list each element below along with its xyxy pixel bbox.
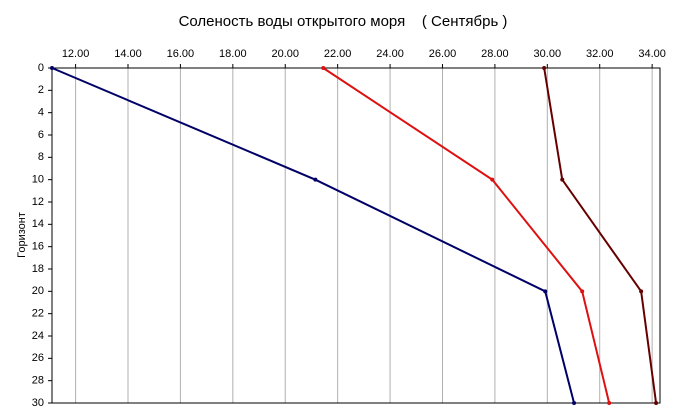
- data-point: [639, 289, 644, 294]
- y-tick-label: 0: [38, 62, 44, 74]
- y-tick-label: 22: [32, 308, 44, 320]
- data-point: [654, 401, 659, 405]
- y-tick-label: 4: [38, 107, 44, 119]
- y-tick-label: 8: [38, 151, 44, 163]
- data-point: [50, 66, 54, 70]
- x-tick-label: 20.00: [271, 48, 299, 60]
- y-tick-label: 24: [32, 330, 44, 342]
- y-tick-label: 26: [32, 352, 44, 364]
- data-point: [543, 289, 548, 294]
- x-tick-label: 24.00: [376, 48, 404, 60]
- x-tick-label: 28.00: [481, 48, 509, 60]
- chart-title: Соленость воды открытого моря ( Сентябрь…: [179, 13, 508, 30]
- y-tick-label: 20: [32, 285, 44, 297]
- data-point: [490, 177, 495, 182]
- x-tick-label: 22.00: [324, 48, 352, 60]
- y-tick-label: 6: [38, 129, 44, 141]
- x-tick-label: 34.00: [638, 48, 666, 60]
- y-tick-label: 18: [32, 263, 44, 275]
- y-tick-label: 28: [32, 375, 44, 387]
- data-point: [542, 66, 547, 70]
- x-tick-label: 18.00: [219, 48, 247, 60]
- x-tick-label: 16.00: [167, 48, 195, 60]
- data-point: [580, 289, 585, 294]
- series-line: [322, 67, 611, 404]
- data-point: [607, 401, 612, 405]
- data-point: [560, 177, 565, 182]
- x-tick-label: 30.00: [534, 48, 562, 60]
- data-point: [313, 177, 318, 182]
- y-tick-label: 10: [32, 174, 44, 186]
- y-tick-label: 30: [32, 397, 44, 409]
- y-tick-label: 2: [38, 84, 44, 96]
- y-tick-label: 16: [32, 241, 44, 253]
- y-axis-label: Горизонт: [16, 212, 28, 258]
- x-tick-label: 26.00: [429, 48, 457, 60]
- data-point: [321, 66, 326, 70]
- x-tick-label: 14.00: [114, 48, 142, 60]
- x-tick-label: 32.00: [586, 48, 614, 60]
- y-tick-label: 14: [32, 218, 44, 230]
- y-tick-label: 12: [32, 196, 44, 208]
- plot-border: [51, 67, 661, 404]
- x-tick-label: 12.00: [62, 48, 90, 60]
- series-line: [51, 67, 576, 404]
- series-line: [543, 67, 658, 404]
- data-point: [572, 401, 577, 405]
